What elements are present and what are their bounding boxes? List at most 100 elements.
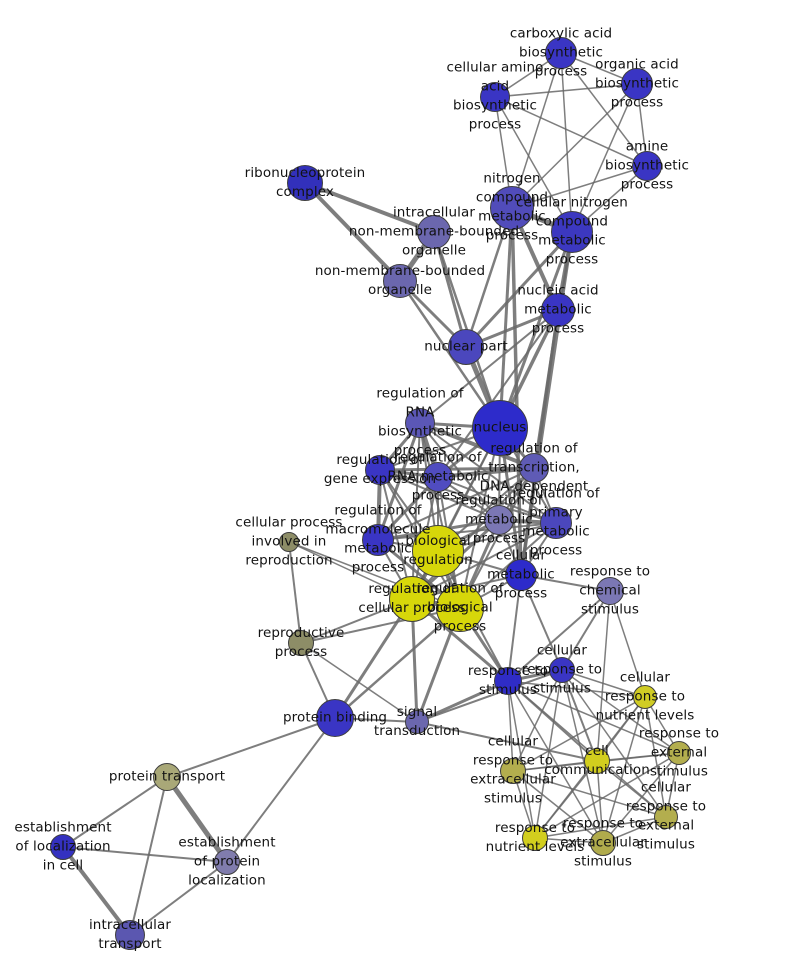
edge-rs-st [416, 679, 509, 724]
edge-crnl-cres_extra [512, 696, 646, 772]
node-ab[interactable] [632, 151, 662, 181]
node-rcs[interactable] [596, 577, 624, 605]
edge-np-ncmp [464, 207, 514, 348]
edge-rmmp-rpmp [377, 522, 557, 541]
node-rmmp[interactable] [362, 524, 394, 556]
edge-crs-rnl [534, 669, 563, 839]
node-res_extra[interactable] [590, 830, 616, 856]
node-oab[interactable] [621, 68, 653, 100]
edge-ab-ncmp [511, 165, 648, 209]
edge-namp-rrmp [437, 309, 559, 478]
node-rrmp[interactable] [423, 462, 453, 492]
node-pt[interactable] [153, 763, 181, 791]
node-cc[interactable] [584, 748, 610, 774]
node-rtdd[interactable] [519, 453, 549, 483]
node-cmp[interactable] [505, 559, 537, 591]
edge-pb-epl [226, 717, 336, 863]
node-rcp[interactable] [389, 576, 435, 622]
node-caba[interactable] [545, 37, 577, 69]
edge-nuc-rbp [459, 427, 501, 609]
edge-rrmp-rpmp [437, 476, 557, 524]
edge-rbp-rp [300, 607, 461, 644]
node-ncmp[interactable] [490, 186, 534, 230]
edge-cc-cres_ext [596, 760, 667, 818]
edge-rcs-cc [596, 590, 611, 762]
node-cncmp[interactable] [551, 211, 593, 253]
edge-rtdd-rge [379, 466, 535, 472]
edge-rnp-nmbo [303, 181, 402, 283]
node-rnl[interactable] [522, 825, 548, 851]
edge-cres_extra-cres_ext [512, 770, 667, 818]
edge-cc-st [416, 721, 598, 762]
edge-rnl-cres_ext [534, 816, 667, 839]
node-rp[interactable] [288, 630, 314, 656]
edge-rpmp-rcp [411, 522, 557, 600]
node-rbp[interactable] [436, 584, 484, 632]
edge-caab-oab [494, 83, 638, 98]
edge-crs-rcs [561, 590, 611, 671]
node-res[interactable] [667, 741, 691, 765]
node-pb[interactable] [316, 699, 354, 737]
edge-rtdd-rmmp [377, 467, 535, 541]
edge-rs-cres_ext [507, 680, 667, 818]
node-namp[interactable] [541, 293, 575, 327]
node-crnl[interactable] [633, 685, 657, 709]
edge-oab-ncmp [511, 83, 638, 209]
node-rs[interactable] [494, 667, 522, 695]
edge-caab-ab [494, 96, 648, 167]
node-st[interactable] [405, 710, 429, 734]
node-nmbo[interactable] [383, 264, 417, 298]
node-nuc[interactable] [472, 400, 528, 456]
edge-pt-elc [62, 776, 168, 848]
node-rpmp[interactable] [540, 507, 572, 539]
edge-rge-rpmp [379, 469, 557, 524]
edge-crs-res_extra [561, 669, 604, 844]
edge-np-cncmp [464, 230, 574, 349]
node-cres_ext[interactable] [654, 805, 678, 829]
edge-rs-res_extra [507, 680, 604, 844]
edge-rge-rmp [379, 469, 500, 521]
node-rrbp[interactable] [405, 408, 435, 438]
node-rge[interactable] [365, 455, 395, 485]
node-inmbo[interactable] [417, 215, 451, 249]
node-cres_extra[interactable] [500, 758, 526, 784]
node-rnp[interactable] [287, 165, 323, 201]
edge-crs-cc [561, 669, 598, 762]
edge-pb-pt [166, 717, 336, 778]
edge-cres_extra-res_extra [512, 770, 604, 844]
edge-pt-epl [164, 775, 230, 864]
edge-caba-ab [560, 52, 648, 167]
edge-rbp-pb [334, 607, 461, 719]
edge-crs-cres_extra [512, 669, 563, 772]
edge-cpir-rp [288, 541, 302, 644]
edge-crnl-res_extra [602, 696, 646, 844]
edge-cmp-rs [507, 574, 522, 682]
edge-crs-st [416, 669, 563, 723]
edge-rs-rnl [507, 680, 536, 839]
edge-elc-it [61, 845, 132, 937]
edge-ncmp-cmp [510, 207, 523, 576]
node-crs[interactable] [549, 657, 575, 683]
edge-rcs-crnl [609, 590, 646, 698]
node-cpir[interactable] [279, 532, 299, 552]
edge-ncmp-nuc [498, 207, 514, 429]
node-it[interactable] [115, 920, 145, 950]
edge-caba-cncmp [560, 52, 573, 233]
edge-rs-res [507, 680, 680, 754]
node-rmp[interactable] [484, 505, 514, 535]
edge-epl-it [129, 861, 228, 936]
node-br[interactable] [412, 525, 464, 577]
edge-res-rnl [534, 752, 680, 839]
edge-rnp-inmbo [304, 181, 435, 234]
edge-rrbp-rmmp [376, 422, 422, 541]
node-elc[interactable] [50, 834, 76, 860]
node-np[interactable] [448, 329, 484, 365]
edge-crs-cres_ext [561, 669, 667, 818]
edge-rs-rcs [507, 590, 611, 682]
edge-namp-rrbp [419, 309, 559, 424]
node-caab[interactable] [480, 82, 510, 112]
node-epl[interactable] [214, 849, 240, 875]
edge-namp-rtdd [533, 309, 559, 469]
